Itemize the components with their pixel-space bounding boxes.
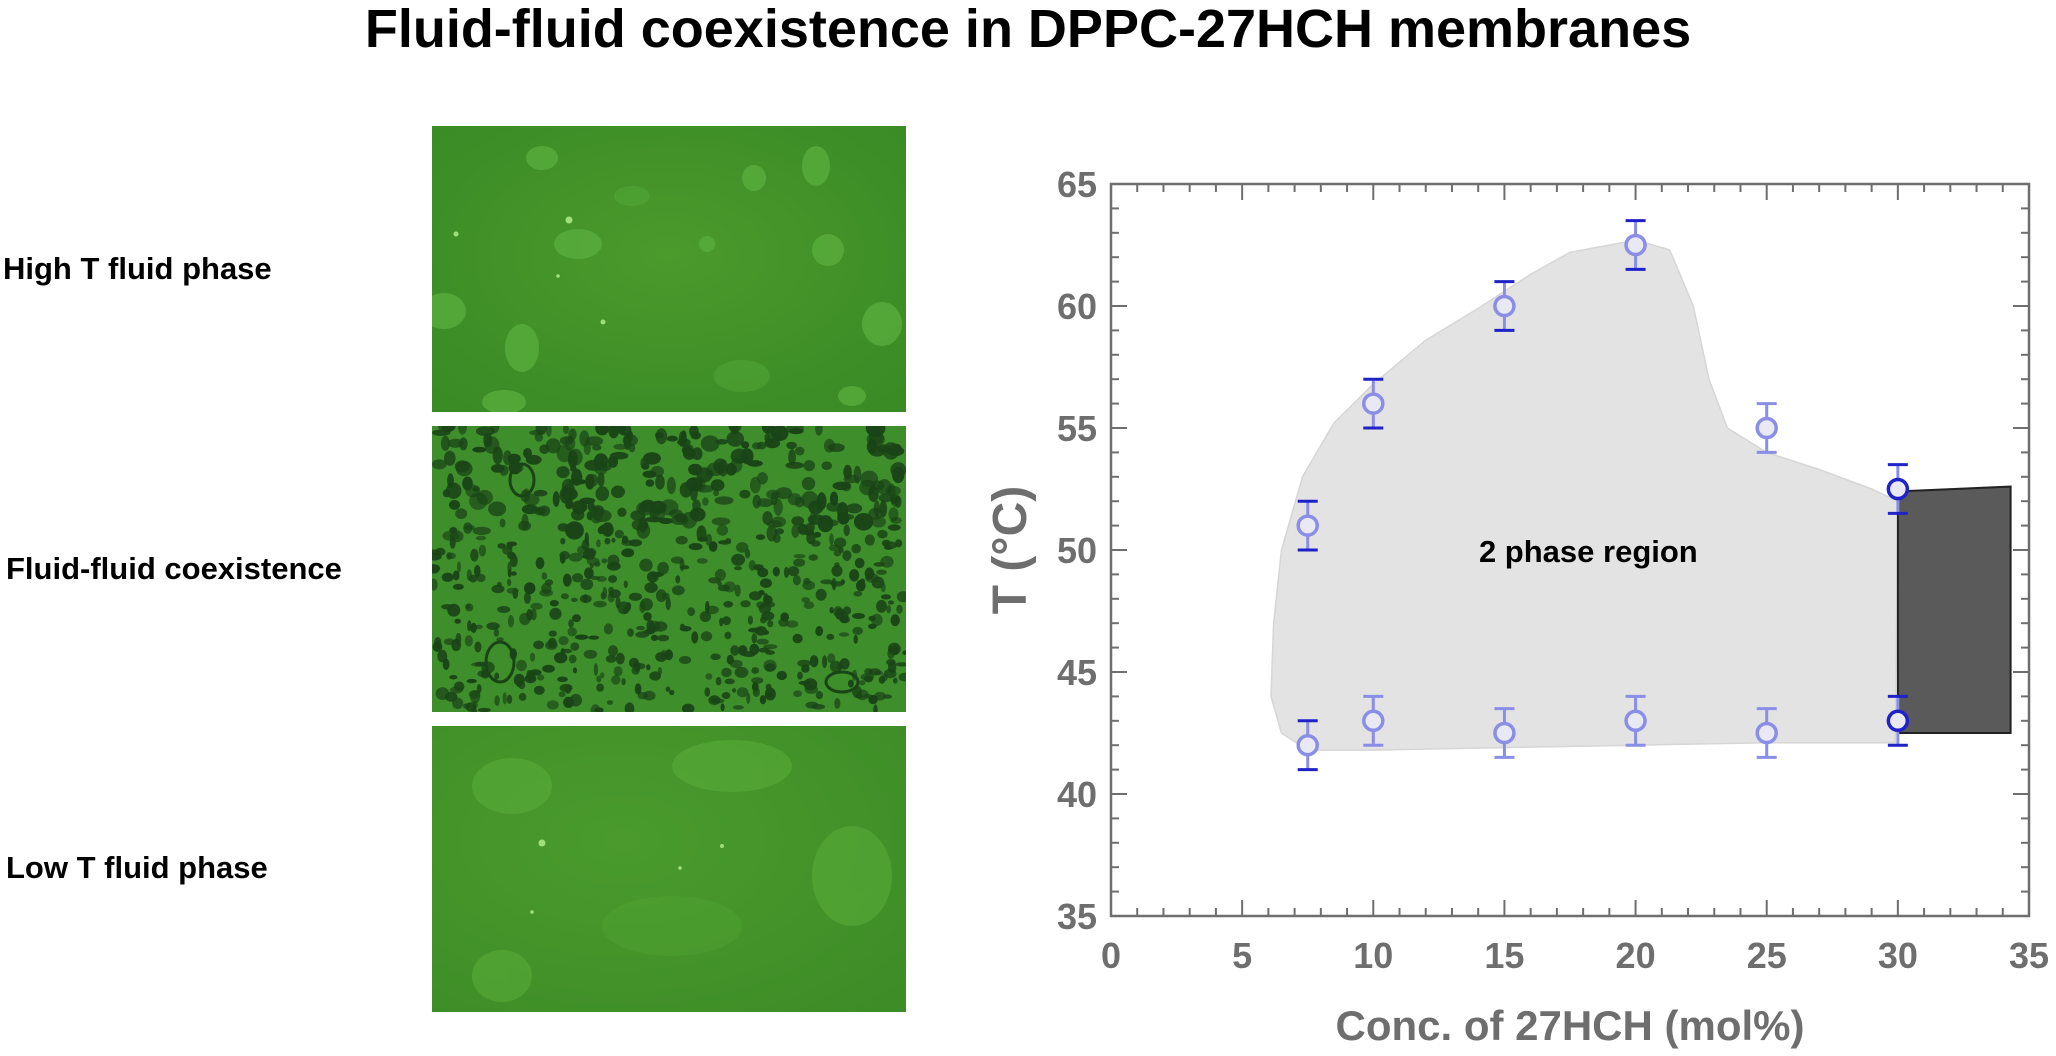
data-point: [1362, 377, 1385, 430]
x-tick-label: 25: [1747, 935, 1787, 976]
y-tick-label: 45: [1057, 652, 1097, 693]
x-tick-label: 15: [1484, 935, 1524, 976]
marker: [1755, 416, 1778, 440]
y-axis-label: T (°C): [984, 486, 1037, 614]
x-tick-label: 35: [2009, 935, 2049, 976]
y-tick-label: 40: [1057, 774, 1097, 815]
data-point: [1886, 694, 1910, 747]
marker: [1296, 733, 1319, 757]
marker: [1624, 233, 1647, 257]
data-point: [1296, 719, 1319, 772]
marker: [1493, 294, 1516, 318]
y-tick-label: 35: [1057, 896, 1097, 937]
y-tick-label: 50: [1057, 530, 1097, 571]
y-tick-label: 55: [1057, 408, 1097, 449]
x-tick-label: 10: [1353, 935, 1393, 976]
marker: [1886, 709, 1910, 733]
x-tick-label: 30: [1878, 935, 1918, 976]
label-coexistence: Fluid-fluid coexistence: [6, 551, 342, 586]
annotation-two-phase: 2 phase region: [1479, 534, 1698, 569]
data-point: [1755, 707, 1778, 759]
marker: [1755, 721, 1778, 745]
x-axis-label: Conc. of 27HCH (mol%): [1335, 1002, 1804, 1049]
marker: [1624, 709, 1647, 733]
y-tick-label: 60: [1057, 286, 1097, 327]
data-point: [1624, 694, 1647, 747]
data-point: [1755, 402, 1778, 454]
y-tick-label: 65: [1057, 164, 1097, 205]
data-point: [1362, 694, 1385, 747]
micrograph-high-t: [432, 126, 906, 412]
marker: [1362, 392, 1385, 415]
data-point: [1493, 707, 1516, 759]
x-tick-label: 0: [1101, 935, 1121, 976]
micrograph-coexistence: [432, 426, 906, 712]
label-low-t: Low T fluid phase: [6, 850, 268, 885]
marker: [1296, 514, 1319, 537]
x-tick-label: 20: [1616, 935, 1656, 976]
marker: [1886, 477, 1910, 501]
micrograph-low-t: [432, 726, 906, 1012]
label-high-t: High T fluid phase: [3, 251, 272, 286]
data-point: [1886, 463, 1910, 515]
marker: [1362, 709, 1385, 733]
x-tick-label: 5: [1232, 935, 1252, 976]
marker: [1493, 721, 1516, 745]
data-point: [1493, 280, 1516, 332]
two-phase-region: [1270, 239, 1899, 751]
figure-title: Fluid-fluid coexistence in DPPC-27HCH me…: [364, 0, 1692, 59]
data-point: [1296, 499, 1319, 552]
data-point: [1624, 219, 1647, 271]
shaded-box: [1896, 485, 2012, 734]
